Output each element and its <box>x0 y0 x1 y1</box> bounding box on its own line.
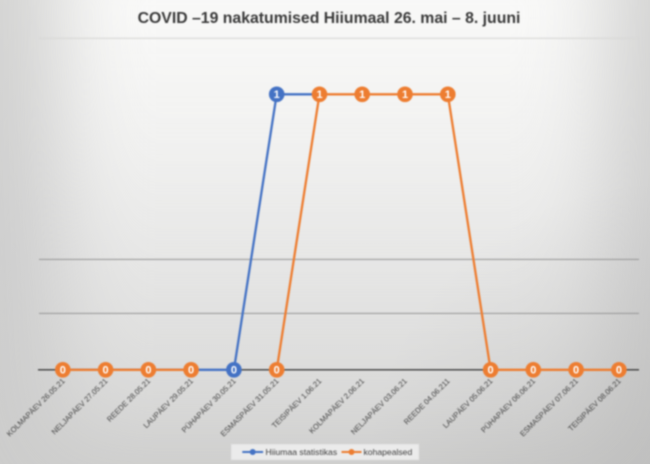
svg-text:Hiiumaa statistikas: Hiiumaa statistikas <box>266 447 338 457</box>
svg-text:0: 0 <box>530 365 536 377</box>
svg-text:1: 1 <box>402 89 408 101</box>
svg-text:REEDE 04.06.211: REEDE 04.06.211 <box>402 377 452 427</box>
svg-text:COVID –19 nakatumised Hiiumaal: COVID –19 nakatumised Hiiumaal 26. mai –… <box>138 10 521 27</box>
svg-text:kohapealsed: kohapealsed <box>364 447 413 457</box>
svg-text:1: 1 <box>316 89 322 101</box>
svg-text:0: 0 <box>188 365 194 377</box>
svg-text:0: 0 <box>488 365 494 377</box>
svg-text:1: 1 <box>274 89 280 101</box>
svg-text:1: 1 <box>359 89 365 101</box>
svg-text:1: 1 <box>445 89 451 101</box>
svg-text:0: 0 <box>103 365 109 377</box>
svg-text:0: 0 <box>573 365 579 377</box>
svg-text:0: 0 <box>616 365 622 377</box>
svg-text:0: 0 <box>274 365 280 377</box>
svg-text:0: 0 <box>231 365 237 377</box>
svg-text:REEDE 28.05.21: REEDE 28.05.21 <box>105 377 152 424</box>
svg-text:0: 0 <box>60 365 66 377</box>
svg-text:0: 0 <box>145 365 151 377</box>
